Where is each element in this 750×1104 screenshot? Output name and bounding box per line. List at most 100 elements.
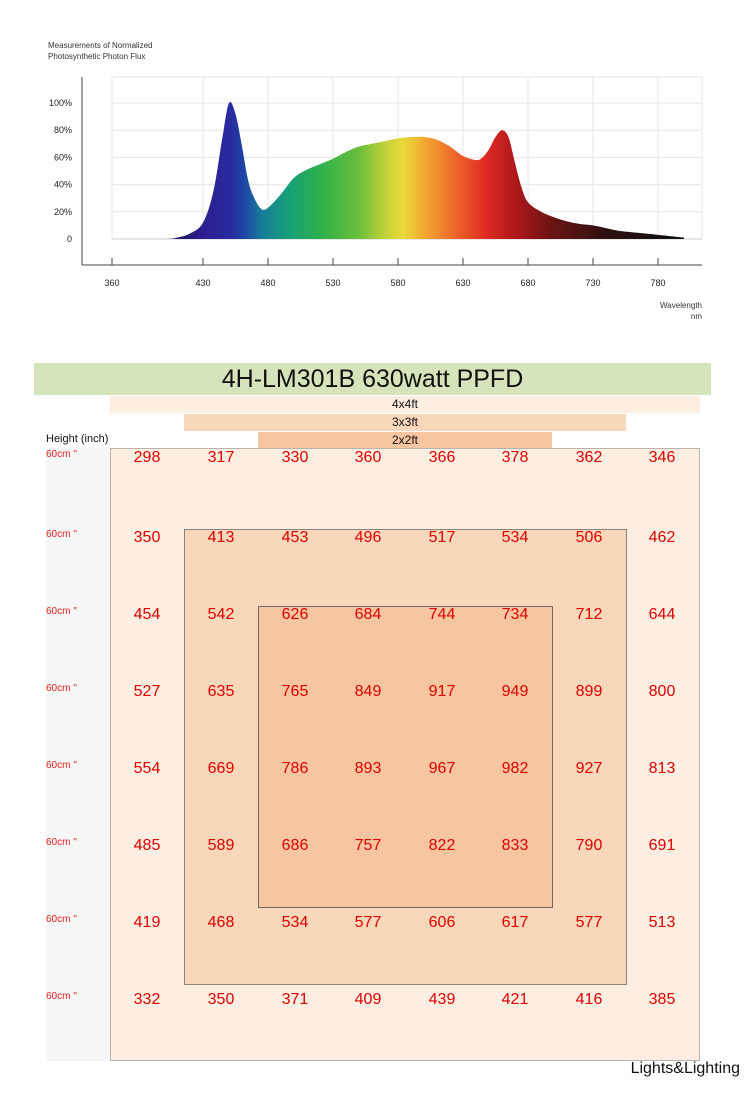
ppfd-cell: 453 [281,529,309,546]
ppfd-cell: 822 [428,837,456,854]
ppfd-cell: 534 [281,914,309,931]
ppfd-cell: 790 [575,837,603,854]
ppfd-cell: 330 [281,449,309,466]
ppfd-cell: 366 [428,449,456,466]
x-tick-label: 530 [325,278,340,288]
row-height-label: 60cm '' [46,606,78,617]
x-tick-label: 680 [520,278,535,288]
ppfd-cell: 468 [207,914,235,931]
ppfd-cell: 542 [207,606,235,623]
x-tick-label: 630 [455,278,470,288]
ppfd-cell: 734 [501,606,529,623]
ppfd-cell: 496 [354,529,382,546]
ppfd-cell: 554 [133,760,161,777]
chart-title-line-2: Photosynthetic Photon Flux [48,52,145,61]
y-tick-label: 20% [54,207,72,217]
ppfd-cell: 684 [354,606,382,623]
row-height-label: 60cm '' [46,914,78,925]
spectrum-chart: Measurements of Normalized Photosynthetic… [48,41,703,321]
chart-title: Measurements of Normalized Photosynthetic… [48,41,152,61]
ppfd-cell: 669 [207,760,235,777]
row-height-label: 60cm '' [46,760,78,771]
y-ticks: 0 20% 40% 60% 80% 100% [49,98,72,244]
zone-label-3x3: 3x3ft [184,414,626,431]
ppfd-cell: 454 [133,606,161,623]
chart-title-line-1: Measurements of Normalized [48,41,152,50]
x-tick-label: 430 [195,278,210,288]
ppfd-cell: 813 [648,760,676,777]
ppfd-cell: 534 [501,529,529,546]
ppfd-cell: 982 [501,760,529,777]
ppfd-cell: 917 [428,683,456,700]
height-column-header: Height (inch) [46,433,109,445]
zone-label-2x2: 2x2ft [258,432,552,449]
ppfd-cell: 371 [281,991,309,1008]
ppfd-cell: 786 [281,760,309,777]
ppfd-cell: 606 [428,914,456,931]
ppfd-cell: 409 [354,991,382,1008]
height-column [46,448,110,1061]
row-height-label: 60cm '' [46,683,78,694]
spectrum-area [112,101,684,240]
ppfd-cell: 617 [501,914,529,931]
ppfd-cell: 527 [133,683,161,700]
x-tick-label: 580 [390,278,405,288]
x-tick-label: 480 [260,278,275,288]
ppfd-cell: 346 [648,449,676,466]
zone-label-4x4: 4x4ft [110,396,700,413]
row-height-label: 60cm '' [46,529,78,540]
ppfd-cell: 744 [428,606,456,623]
ppfd-cell: 462 [648,529,676,546]
y-tick-label: 60% [54,152,72,162]
ppfd-cell: 350 [133,529,161,546]
ppfd-cell: 350 [207,991,235,1008]
y-tick-label: 100% [49,98,72,108]
row-height-label: 60cm '' [46,991,78,1002]
row-height-label: 60cm '' [46,837,78,848]
ppfd-cell: 577 [575,914,603,931]
x-axis-label-line-2: nm [691,312,702,321]
ppfd-cell: 589 [207,837,235,854]
ppfd-cell: 800 [648,683,676,700]
x-tick-label: 780 [650,278,665,288]
ppfd-cell: 967 [428,760,456,777]
row-height-label: 60cm '' [46,449,78,460]
brand-label: Lights&Lighting [630,1060,740,1077]
ppfd-cell: 513 [648,914,676,931]
ppfd-cell: 927 [575,760,603,777]
ppfd-cell: 317 [207,449,235,466]
ppfd-cell: 332 [133,991,161,1008]
ppfd-cell: 419 [133,914,161,931]
ppfd-cell: 506 [575,529,603,546]
ppfd-cell: 362 [575,449,603,466]
ppfd-cell: 757 [354,837,382,854]
x-ticks: 360 430 480 530 580 630 680 730 780 [104,258,666,288]
ppfd-cell: 893 [354,760,382,777]
x-tick-label: 360 [104,278,119,288]
ppfd-cell: 439 [428,991,456,1008]
ppfd-cell: 635 [207,683,235,700]
ppfd-cell: 899 [575,683,603,700]
ppfd-cell: 849 [354,683,382,700]
ppfd-cell: 517 [428,529,456,546]
x-axis-label-line-1: Wavelength [660,301,702,310]
ppfd-cell: 577 [354,914,382,931]
ppfd-title: 4H-LM301B 630watt PPFD [34,363,711,395]
ppfd-cell: 413 [207,529,235,546]
ppfd-cell: 949 [501,683,529,700]
ppfd-cell: 833 [501,837,529,854]
ppfd-cell: 686 [281,837,309,854]
ppfd-cell: 644 [648,606,676,623]
ppfd-cell: 298 [133,449,161,466]
ppfd-cell: 416 [575,991,603,1008]
ppfd-cell: 378 [501,449,529,466]
ppfd-cell: 626 [281,606,309,623]
ppfd-cell: 421 [501,991,529,1008]
ppfd-cell: 360 [354,449,382,466]
zone-2x2-area [258,606,553,908]
y-tick-label: 80% [54,125,72,135]
y-tick-label: 40% [54,180,72,190]
ppfd-cell: 765 [281,683,309,700]
ppfd-cell: 691 [648,837,676,854]
ppfd-cell: 385 [648,991,676,1008]
